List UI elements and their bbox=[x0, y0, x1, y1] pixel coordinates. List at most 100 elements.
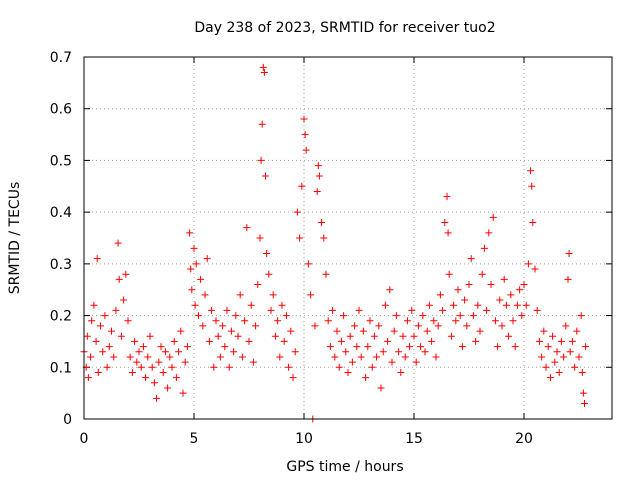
y-tick-label: 0.3 bbox=[50, 257, 72, 273]
data-point bbox=[392, 312, 400, 320]
data-point bbox=[348, 358, 356, 366]
data-point bbox=[219, 322, 227, 330]
data-point bbox=[557, 337, 565, 345]
data-point bbox=[203, 255, 211, 263]
data-point bbox=[320, 234, 328, 242]
data-point bbox=[533, 306, 541, 314]
data-point bbox=[263, 250, 271, 258]
y-tick-label: 0.2 bbox=[50, 309, 72, 325]
data-point bbox=[581, 399, 588, 407]
data-point bbox=[379, 348, 387, 356]
data-point bbox=[340, 312, 348, 320]
data-point bbox=[375, 322, 383, 330]
data-point bbox=[568, 337, 576, 345]
y-axis-label: SRMTID / TECUs bbox=[7, 182, 23, 295]
data-point bbox=[124, 317, 132, 325]
data-point bbox=[313, 187, 321, 195]
data-point bbox=[513, 301, 521, 309]
data-point bbox=[527, 167, 535, 175]
data-point bbox=[516, 286, 524, 294]
data-point bbox=[117, 332, 125, 340]
data-point bbox=[454, 286, 462, 294]
data-point bbox=[432, 353, 440, 361]
data-point bbox=[188, 286, 196, 294]
data-point bbox=[234, 332, 242, 340]
data-point bbox=[311, 322, 319, 330]
data-point bbox=[166, 353, 174, 361]
data-point bbox=[258, 120, 266, 128]
x-tick-label: 0 bbox=[80, 431, 89, 447]
data-point bbox=[199, 322, 207, 330]
data-point bbox=[291, 348, 299, 356]
data-point bbox=[474, 301, 482, 309]
data-point bbox=[262, 172, 269, 180]
data-points bbox=[80, 63, 590, 423]
data-point bbox=[425, 301, 433, 309]
data-point bbox=[502, 301, 510, 309]
data-point bbox=[414, 322, 422, 330]
data-point bbox=[441, 218, 449, 226]
data-point bbox=[401, 353, 409, 361]
data-point bbox=[386, 286, 394, 294]
data-point bbox=[159, 368, 167, 376]
data-point bbox=[190, 244, 198, 252]
data-point bbox=[214, 332, 222, 340]
data-point bbox=[208, 306, 216, 314]
data-point bbox=[225, 363, 233, 371]
data-point bbox=[210, 363, 218, 371]
data-point bbox=[331, 353, 339, 361]
data-point bbox=[307, 291, 315, 299]
data-point bbox=[408, 306, 416, 314]
data-point bbox=[179, 389, 187, 397]
data-point bbox=[301, 131, 309, 139]
data-point bbox=[223, 306, 231, 314]
data-point bbox=[566, 348, 574, 356]
data-point bbox=[494, 343, 502, 351]
data-point bbox=[282, 312, 290, 320]
data-point bbox=[83, 332, 91, 340]
data-point bbox=[94, 368, 102, 376]
data-point bbox=[322, 270, 330, 278]
data-point bbox=[456, 312, 464, 320]
data-point bbox=[551, 358, 559, 366]
data-point bbox=[444, 229, 452, 237]
data-point bbox=[362, 374, 370, 382]
data-point bbox=[99, 348, 107, 356]
data-point bbox=[564, 275, 572, 283]
data-point bbox=[577, 312, 585, 320]
data-point bbox=[478, 270, 486, 278]
data-point bbox=[92, 337, 100, 345]
data-point bbox=[97, 322, 104, 330]
data-point bbox=[538, 353, 546, 361]
data-point bbox=[230, 348, 238, 356]
data-point bbox=[410, 332, 418, 340]
data-point bbox=[542, 363, 550, 371]
data-point bbox=[259, 63, 267, 71]
data-point bbox=[480, 244, 488, 252]
data-point bbox=[342, 348, 350, 356]
data-point bbox=[507, 291, 515, 299]
data-point bbox=[87, 353, 95, 361]
data-point bbox=[528, 182, 536, 190]
y-tick-label: 0.7 bbox=[50, 50, 72, 66]
data-point bbox=[93, 255, 101, 263]
data-point bbox=[315, 172, 323, 180]
data-point bbox=[170, 337, 178, 345]
data-point bbox=[472, 337, 480, 345]
data-point bbox=[412, 358, 420, 366]
data-point bbox=[232, 312, 240, 320]
data-point bbox=[565, 250, 573, 258]
data-point bbox=[579, 389, 587, 397]
data-point bbox=[212, 317, 220, 325]
data-point bbox=[439, 306, 447, 314]
data-point bbox=[346, 332, 354, 340]
data-point bbox=[436, 291, 444, 299]
data-point bbox=[175, 348, 183, 356]
data-point bbox=[181, 358, 189, 366]
data-point bbox=[115, 275, 123, 283]
data-point bbox=[373, 353, 381, 361]
data-point bbox=[351, 322, 359, 330]
y-tick-label: 0.5 bbox=[50, 153, 72, 169]
data-point bbox=[344, 368, 352, 376]
